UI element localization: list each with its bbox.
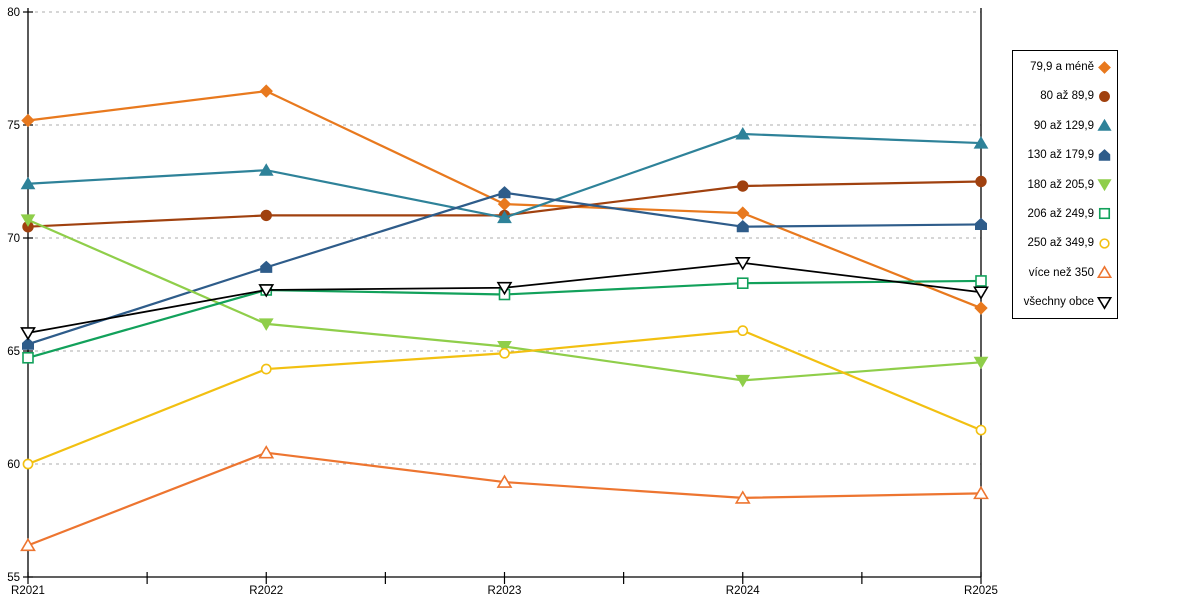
data-point-s2-R2024: [737, 180, 749, 192]
data-point-s8-R2025: [973, 485, 989, 500]
legend-marker-icon: [1097, 119, 1112, 131]
data-point-s6-R2021: [22, 351, 34, 364]
legend-marker-icon: [1097, 296, 1112, 310]
legend-label: 79,9 a méně: [1030, 61, 1094, 73]
data-point-s9-R2024: [734, 257, 751, 271]
legend-label: 90 až 129,9: [1033, 119, 1094, 132]
legend-marker-icon: [1098, 208, 1111, 220]
x-tick-label: R2025: [964, 585, 998, 597]
x-tick-label: R2024: [726, 585, 760, 597]
data-point-s2-R2022: [260, 209, 272, 222]
data-point-s9-R2021: [20, 327, 36, 341]
data-point-s1-R2023: [497, 197, 512, 211]
data-point-s9-R2025: [973, 286, 989, 300]
data-point-s5-R2024: [735, 374, 751, 388]
legend-item-4: 130 až 179,9: [1017, 148, 1112, 162]
data-point-s6-R2025: [975, 275, 987, 287]
legend-label: více než 350: [1028, 266, 1094, 279]
legend-marker-icon: [1098, 148, 1111, 161]
data-point-s9-R2023: [496, 281, 513, 296]
legend-item-8: více než 350: [1017, 265, 1112, 280]
data-point-s3-R2023: [497, 210, 512, 224]
legend-label: 180 až 205,9: [1027, 178, 1094, 191]
data-point-s7-R2022: [260, 363, 272, 375]
y-tick-label: 60: [7, 459, 20, 471]
x-tick-label: R2023: [488, 585, 522, 597]
legend-item-7: 250 až 349,9: [1017, 236, 1112, 250]
data-point-s8-R2023: [496, 474, 513, 488]
data-point-s4-R2024: [736, 220, 749, 233]
y-tick-label: 70: [7, 233, 20, 245]
data-point-s1-R2025: [974, 301, 988, 315]
data-point-s8-R2022: [258, 445, 275, 459]
data-point-s1-R2024: [736, 206, 750, 220]
y-tick-label: 80: [7, 7, 20, 19]
data-point-s7-R2021: [22, 458, 34, 470]
x-tick-label: R2021: [11, 585, 45, 597]
data-point-s4-R2022: [260, 260, 273, 273]
legend-item-9: všechny obce: [1017, 295, 1112, 310]
data-point-s2-R2025: [975, 175, 987, 188]
data-point-s9-R2022: [258, 284, 275, 298]
legend-label: 80 až 89,9: [1040, 90, 1094, 103]
data-point-s5-R2025: [973, 356, 989, 370]
legend-label: 206 až 249,9: [1027, 207, 1094, 220]
data-point-s1-R2021: [21, 113, 35, 128]
data-point-s3-R2024: [735, 127, 751, 140]
legend-marker-icon: [1098, 60, 1111, 74]
data-point-s5-R2023: [497, 340, 512, 354]
legend-item-6: 206 až 249,9: [1017, 207, 1112, 221]
legend-item-5: 180 až 205,9: [1017, 178, 1112, 192]
data-point-s3-R2021: [20, 176, 36, 190]
legend-item-1: 79,9 a méně: [1017, 60, 1112, 74]
legend-marker-icon: [1097, 179, 1112, 192]
data-point-s7-R2025: [975, 424, 987, 436]
legend-item-2: 80 až 89,9: [1017, 89, 1112, 103]
data-point-s4-R2023: [498, 186, 511, 199]
data-point-s3-R2025: [973, 136, 989, 149]
y-tick-label: 75: [7, 120, 20, 132]
legend-marker-icon: [1099, 90, 1110, 102]
data-point-s5-R2021: [20, 214, 36, 227]
data-point-s8-R2021: [20, 537, 36, 552]
data-point-s4-R2021: [22, 337, 34, 350]
legend: 79,9 a méně 80 až 89,9 90 až 129,9 130 až 1…: [1012, 50, 1118, 319]
data-point-s4-R2025: [975, 217, 987, 230]
y-tick-label: 55: [7, 572, 20, 584]
y-tick-label: 65: [7, 346, 20, 358]
legend-label: všechny obce: [1023, 296, 1094, 308]
data-point-s8-R2024: [734, 490, 751, 504]
data-point-s3-R2022: [258, 163, 274, 176]
legend-label: 250 až 349,9: [1027, 237, 1094, 250]
data-point-s1-R2022: [259, 84, 273, 98]
legend-label: 130 až 179,9: [1027, 149, 1094, 162]
data-point-s6-R2024: [736, 277, 749, 290]
data-point-s7-R2024: [737, 325, 749, 337]
data-point-s5-R2022: [258, 318, 274, 331]
legend-marker-icon: [1099, 238, 1110, 249]
series-line-8: [27, 451, 982, 547]
x-tick-label: R2022: [249, 585, 283, 597]
data-point-s7-R2023: [499, 347, 510, 359]
legend-marker-icon: [1097, 265, 1112, 279]
legend-item-3: 90 až 129,9: [1017, 119, 1112, 133]
